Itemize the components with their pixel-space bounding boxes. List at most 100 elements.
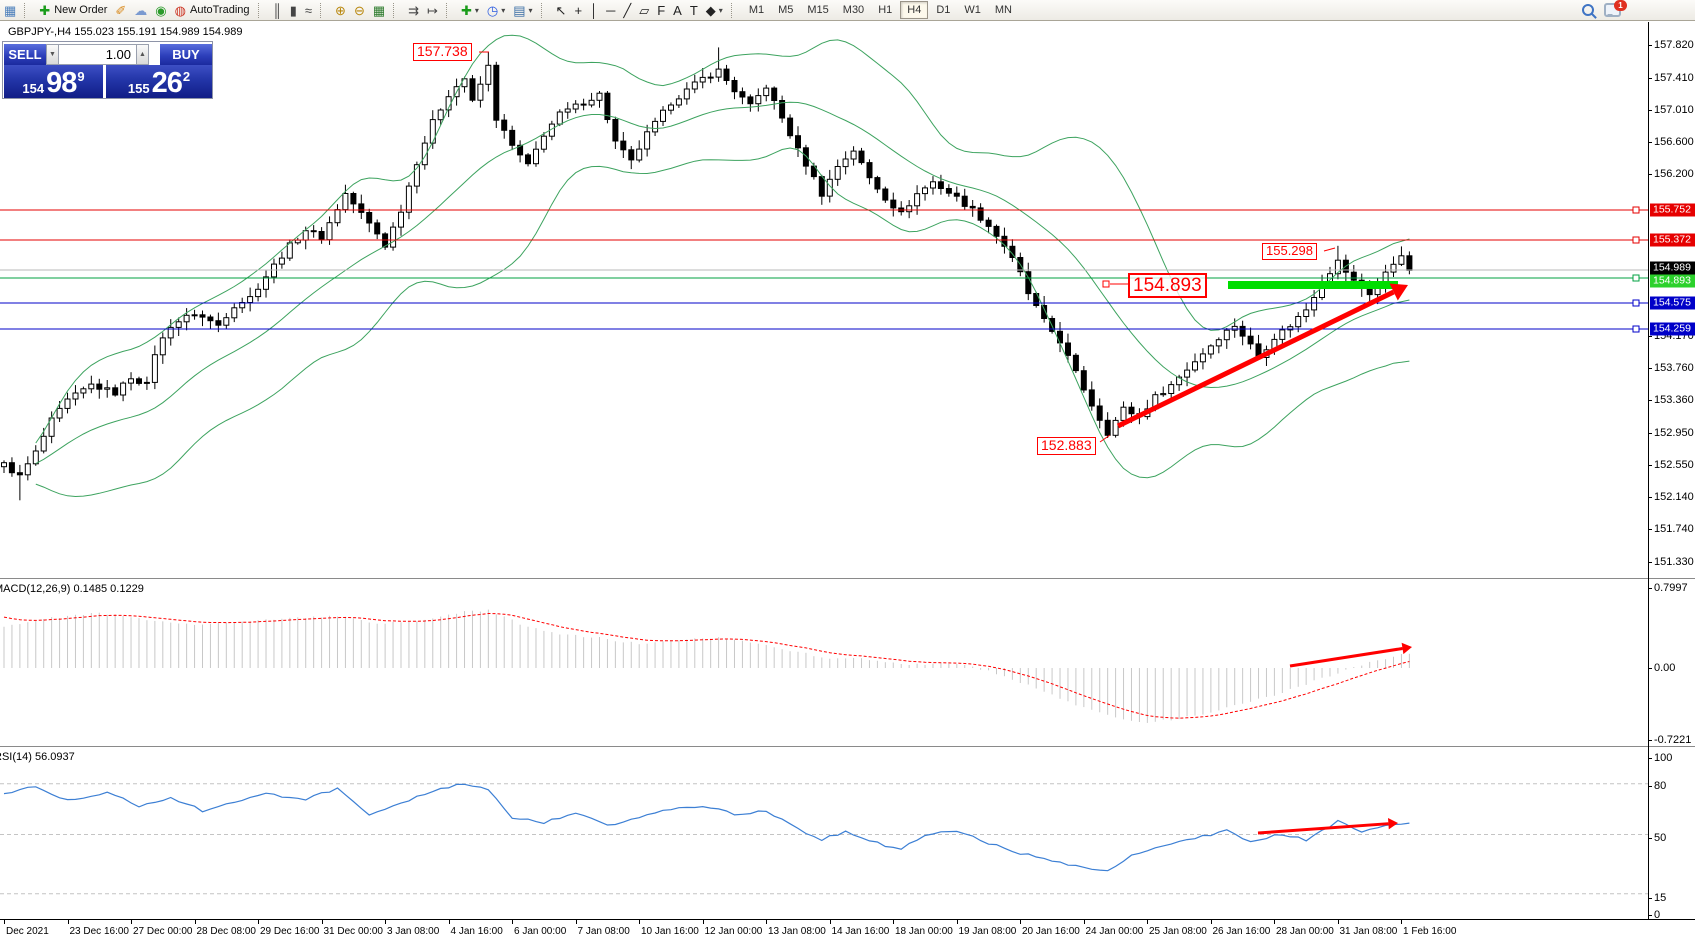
timeframe-M30[interactable]: M30: [842, 4, 865, 16]
price-tick-152.950: 152.950: [1648, 427, 1694, 439]
templates-icon-glyph: ▤: [513, 2, 526, 18]
price-label-155298[interactable]: 155.298: [1262, 243, 1317, 260]
highlighter-icon[interactable]: ✐: [112, 1, 129, 20]
price-tick-157.410: 157.410: [1648, 72, 1694, 84]
publisher-icon-glyph: ☁: [134, 2, 148, 18]
candlestick-chart-icon-glyph: ▮: [289, 2, 297, 18]
channel-icon-glyph: ▱: [639, 2, 650, 18]
indicators-icon[interactable]: ✚ ▾: [458, 1, 482, 20]
line-chart-icon-glyph: ≈: [304, 2, 313, 18]
timeframe-M1[interactable]: M1: [748, 4, 765, 16]
autotrading-button[interactable]: ◍ AutoTrading: [172, 1, 253, 20]
trend-arrow[interactable]: [1116, 283, 1408, 429]
hline-handle-154.575[interactable]: [1632, 299, 1640, 307]
horizontal-line-icon-glyph: ─: [606, 2, 616, 18]
timeframe-group: M1 M5 M15 M30 H1 H4 D1 W1 MN: [742, 1, 1019, 19]
zoom-in-icon[interactable]: ⊕: [332, 1, 349, 20]
buy-button[interactable]: BUY: [160, 44, 212, 65]
time-label: 31 Dec 00:00: [323, 926, 384, 937]
price-tick-152.550: 152.550: [1648, 459, 1694, 471]
toolbar-separator: [540, 2, 548, 18]
support-zone[interactable]: [1228, 281, 1398, 289]
time-label: 23 Dec 16:00: [69, 926, 130, 937]
timeframe-M15[interactable]: M15: [807, 4, 829, 16]
time-tick: [67, 920, 69, 924]
macd-pane[interactable]: [0, 580, 1648, 746]
chart-shift-icon-glyph: ↦: [427, 2, 438, 18]
volume-input[interactable]: 1.00: [59, 44, 136, 65]
time-label: Dec 2021: [6, 926, 49, 937]
indicators-icon-dropdown-caret: ▾: [474, 5, 479, 15]
channel-icon[interactable]: ▱: [636, 1, 652, 20]
hline-handle-155.372[interactable]: [1632, 236, 1640, 244]
price-label-157738[interactable]: 157.738: [413, 43, 472, 61]
label-icon-glyph: T: [689, 2, 698, 18]
rsi-tick-80: 80: [1647, 780, 1667, 792]
price-label-154893[interactable]: 154.893: [1128, 273, 1207, 299]
shapes-icon[interactable]: ◆ ▾: [703, 1, 726, 20]
hline-handle-154.893[interactable]: [1632, 274, 1640, 282]
fibonacci-icon[interactable]: F: [654, 1, 668, 20]
pane-divider[interactable]: [0, 578, 1695, 580]
rsi-pane[interactable]: [0, 748, 1648, 919]
price-chip-155.752: 155.752: [1650, 203, 1695, 217]
trendline-icon[interactable]: ╱: [620, 1, 634, 20]
periods-icon[interactable]: ◷ ▾: [484, 1, 508, 20]
time-tick: [385, 920, 386, 924]
label-icon[interactable]: T: [687, 1, 701, 20]
tile-windows-icon[interactable]: ▦: [370, 1, 388, 20]
pane-divider[interactable]: [0, 746, 1695, 748]
timeframe-M5[interactable]: M5: [778, 4, 794, 16]
hline-handle-155.752[interactable]: [1632, 206, 1640, 214]
price-tick-153.360: 153.360: [1648, 394, 1694, 406]
templates-icon[interactable]: ▤ ▾: [510, 1, 535, 20]
timeframe-MN[interactable]: MN: [994, 4, 1012, 16]
timeframe-H4[interactable]: H4: [900, 1, 929, 19]
hline-handle-154.259[interactable]: [1632, 325, 1640, 333]
news-audio-icon-glyph: ◉: [155, 2, 167, 18]
macd-trend-arrow[interactable]: [1289, 642, 1412, 668]
sell-button[interactable]: SELL: [4, 44, 46, 65]
time-label: 6 Jan 00:00: [514, 926, 567, 937]
rsi-trend-arrow[interactable]: [1257, 818, 1398, 835]
search-icon[interactable]: [1582, 4, 1594, 16]
time-label: 4 Jan 16:00: [450, 926, 503, 937]
cursor-icon[interactable]: ↖: [553, 1, 570, 20]
time-label: 13 Jan 08:00: [768, 926, 826, 937]
auto-scroll-icon[interactable]: ⇉: [405, 1, 422, 20]
new-order-button[interactable]: ✚ New Order: [36, 1, 110, 20]
crosshair-icon[interactable]: +: [571, 1, 585, 20]
time-label: 3 Jan 08:00: [387, 926, 440, 937]
timeframe-W1[interactable]: W1: [964, 4, 981, 16]
time-tick: [956, 920, 958, 924]
price-pane[interactable]: [0, 22, 1648, 578]
price-label-152883[interactable]: 152.883: [1037, 437, 1096, 455]
timeframe-D1[interactable]: D1: [936, 4, 951, 16]
chart-shift-icon[interactable]: ↦: [424, 1, 441, 20]
annotation-handle-0[interactable]: [1102, 280, 1110, 288]
new-chart-icon[interactable]: ▦: [1, 1, 19, 20]
timeframe-H1[interactable]: H1: [878, 4, 893, 16]
candlestick-chart-icon[interactable]: ▮: [287, 1, 300, 20]
price-chip-154.575: 154.575: [1650, 296, 1695, 310]
volume-decrease-button[interactable]: ▼: [46, 44, 59, 65]
news-audio-icon[interactable]: ◉: [152, 1, 169, 20]
zoom-out-icon[interactable]: ⊖: [351, 1, 368, 20]
macd-name: MACD(12,26,9): [0, 583, 71, 595]
horizontal-line-icon[interactable]: ─: [603, 1, 618, 20]
line-chart-icon[interactable]: ≈: [302, 1, 315, 20]
sell-price-button[interactable]: 154 98 9: [4, 65, 103, 98]
bar-chart-icon[interactable]: ║: [270, 1, 285, 20]
time-tick: [702, 920, 704, 924]
vertical-line-icon[interactable]: │: [587, 1, 601, 20]
time-axis[interactable]: Dec 2021 23 Dec 16:00 27 Dec 00:00 28 Dec 0…: [0, 919, 1695, 941]
buy-price-button[interactable]: 155 26 2: [106, 65, 212, 98]
macd-indicator-label: MACD(12,26,9) 0.1485 0.1229: [0, 583, 144, 595]
rsi-tick-15: 15: [1647, 892, 1667, 904]
publisher-icon[interactable]: ☁: [131, 1, 150, 20]
volume-increase-button[interactable]: ▲: [136, 44, 149, 65]
periods-icon-dropdown-caret: ▾: [501, 5, 506, 15]
chat-icon[interactable]: 1: [1604, 0, 1627, 17]
text-icon[interactable]: A: [670, 1, 685, 20]
time-tick: [321, 920, 323, 924]
